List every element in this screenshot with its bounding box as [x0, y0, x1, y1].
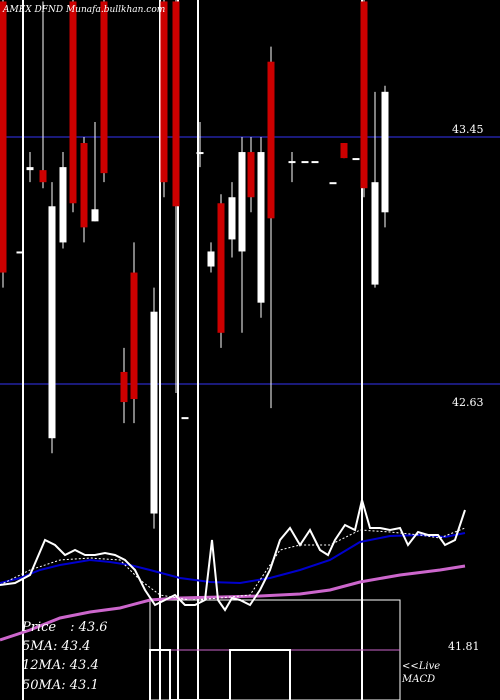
live-label[interactable]: <<Live — [402, 661, 440, 672]
candle-body — [91, 209, 99, 222]
candle-body — [26, 167, 34, 171]
ma5-stat: 5MA: 43.4 — [22, 639, 90, 654]
price-level-label-3: 41.81 — [448, 640, 480, 653]
candle-23 — [257, 137, 265, 318]
chart-header: AMEX DFND Munafa.bullkhan.com — [2, 5, 165, 15]
price-stat: Price: 43.6 — [21, 620, 108, 635]
price-line — [0, 496, 466, 612]
candle-4 — [39, 1, 47, 189]
ma50-stat: 50MA: 43.1 — [22, 678, 99, 693]
candle-25 — [288, 152, 296, 183]
candle-27 — [311, 161, 319, 164]
ma12-line — [0, 532, 466, 585]
candle-29 — [340, 143, 348, 159]
candle-body — [257, 152, 265, 303]
ma12-stat: 12MA: 43.4 — [22, 658, 99, 673]
candle-3 — [26, 152, 34, 183]
candle-body — [120, 371, 128, 403]
candle-body — [172, 1, 180, 207]
candle-12 — [130, 242, 138, 424]
candle-7 — [69, 0, 77, 213]
candle-body — [207, 251, 215, 267]
candle-body — [360, 1, 368, 189]
candle-33 — [381, 85, 389, 228]
price-level-label-2: 42.63 — [452, 396, 484, 409]
candle-body — [160, 1, 168, 183]
candle-8 — [80, 137, 88, 243]
candle-body — [80, 143, 88, 228]
price-level-label-1: 43.45 — [452, 123, 484, 136]
candle-6 — [59, 152, 67, 249]
candle-body — [150, 311, 158, 514]
candle-31 — [360, 0, 368, 198]
candle-body — [381, 91, 389, 213]
candle-15 — [172, 0, 180, 394]
candle-20 — [228, 182, 236, 258]
candle-body — [130, 272, 138, 400]
candle-body — [267, 61, 275, 219]
candle-body — [228, 197, 236, 240]
candle-body — [0, 1, 7, 273]
macd-line — [149, 649, 291, 700]
candle-body — [69, 1, 77, 204]
candle-16 — [181, 417, 189, 420]
candle-body — [59, 167, 67, 243]
candle-body — [39, 170, 47, 183]
candle-28 — [329, 182, 337, 185]
candle-body — [16, 251, 24, 254]
candle-5 — [48, 182, 56, 454]
candle-26 — [301, 161, 309, 164]
candle-body — [238, 152, 246, 252]
moving-average-lines — [0, 496, 466, 642]
candle-body — [181, 417, 189, 420]
macd-panel — [149, 599, 401, 700]
candle-10 — [100, 0, 108, 183]
ma50-line — [0, 564, 466, 642]
candle-18 — [207, 242, 215, 273]
candle-13 — [150, 287, 158, 529]
candle-body — [196, 152, 204, 155]
candle-body — [100, 1, 108, 174]
candle-body — [48, 206, 56, 439]
candle-24 — [267, 46, 275, 409]
candle-19 — [217, 194, 225, 348]
candle-body — [247, 152, 255, 198]
candle-2 — [16, 251, 24, 254]
candle-30 — [352, 158, 360, 161]
candle-body — [352, 158, 360, 161]
candle-11 — [120, 347, 128, 424]
candles — [0, 0, 389, 529]
candle-body — [329, 182, 337, 185]
candle-32 — [371, 91, 379, 288]
candle-9 — [91, 121, 99, 222]
candle-body — [288, 161, 296, 164]
grid-lines — [0, 136, 500, 385]
candle-21 — [238, 137, 246, 333]
macd-label: MACD — [401, 674, 435, 685]
candle-1 — [0, 0, 7, 288]
candle-body — [217, 203, 225, 333]
candle-17 — [196, 121, 204, 168]
candle-body — [371, 182, 379, 285]
candle-body — [311, 161, 319, 164]
candle-22 — [247, 137, 255, 213]
candle-body — [301, 161, 309, 164]
candle-14 — [160, 0, 168, 198]
candle-body — [340, 143, 348, 159]
